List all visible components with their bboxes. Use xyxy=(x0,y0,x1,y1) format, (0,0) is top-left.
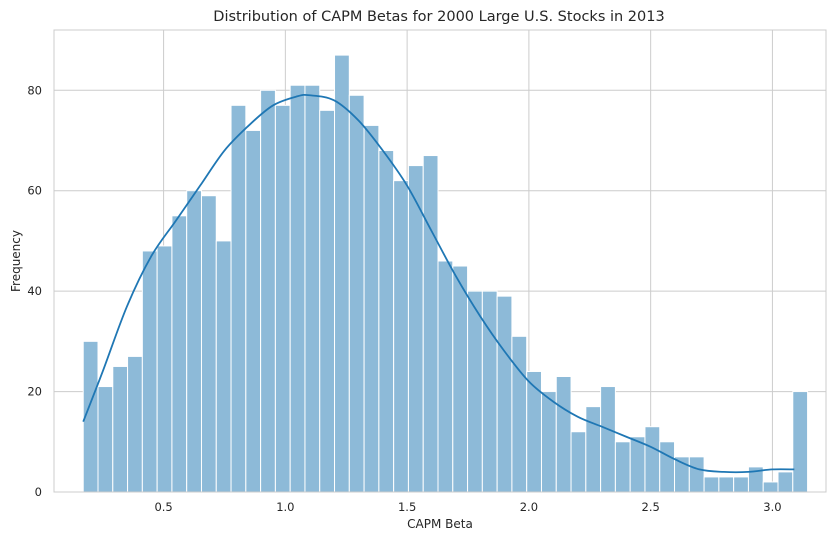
histogram-bar xyxy=(348,94,365,493)
histogram-bar xyxy=(467,290,483,493)
histogram-bar xyxy=(570,431,587,493)
histogram-bar xyxy=(378,150,395,493)
histogram-bar xyxy=(481,290,498,493)
histogram-bar xyxy=(792,391,809,493)
histogram-bar xyxy=(393,180,409,493)
histogram-bar xyxy=(97,386,114,493)
x-tick-label: 1.5 xyxy=(398,500,416,514)
histogram-bar xyxy=(334,54,350,493)
chart-title: Distribution of CAPM Betas for 2000 Larg… xyxy=(213,9,664,25)
x-tick-label: 1.0 xyxy=(276,500,294,514)
histogram-bar xyxy=(629,436,646,493)
histogram-bar xyxy=(644,426,661,493)
histogram-bar xyxy=(186,190,202,493)
histogram-bar xyxy=(437,260,454,493)
histogram-bar xyxy=(363,124,380,493)
histogram-bar xyxy=(526,370,542,493)
histogram-bar xyxy=(600,386,616,493)
histogram-bar xyxy=(718,476,735,493)
x-axis-ticks: 0.5 1.0 1.5 2.0 2.5 3.0 xyxy=(154,500,781,514)
histogram-bar xyxy=(407,165,424,493)
y-tick-label: 80 xyxy=(27,83,42,97)
x-tick-label: 2.0 xyxy=(520,500,538,514)
x-axis-label: CAPM Beta xyxy=(407,517,473,531)
histogram-bar xyxy=(230,104,247,493)
histogram-bar xyxy=(127,355,143,493)
y-tick-label: 0 xyxy=(35,485,42,499)
histogram-bar xyxy=(274,104,291,493)
kde-curve xyxy=(82,93,795,474)
histogram-bar xyxy=(777,471,794,493)
x-tick-label: 3.0 xyxy=(763,500,781,514)
histogram-bar xyxy=(112,365,129,493)
x-tick-label: 2.5 xyxy=(642,500,660,514)
x-tick-label: 0.5 xyxy=(154,500,172,514)
histogram-bar xyxy=(289,84,306,493)
histogram-bar xyxy=(703,476,720,493)
histogram-bar xyxy=(540,391,557,493)
histogram-bar xyxy=(659,441,676,493)
histogram-bar xyxy=(496,295,513,493)
y-axis-label: Frequency xyxy=(9,230,23,292)
histogram-bar xyxy=(422,155,439,493)
histogram-bar xyxy=(200,195,217,493)
histogram-bar xyxy=(585,406,602,493)
histogram-bar xyxy=(762,481,779,493)
histogram-bar xyxy=(688,456,705,493)
histogram-bars xyxy=(82,54,809,493)
histogram-bar xyxy=(304,84,321,493)
y-tick-label: 40 xyxy=(27,284,42,298)
histogram-bar xyxy=(733,476,749,493)
histogram-bar xyxy=(555,376,572,493)
histogram-bar xyxy=(614,441,631,493)
plot-frame xyxy=(53,29,827,493)
histogram-bar xyxy=(171,215,188,493)
histogram-bar xyxy=(319,109,336,493)
histogram-bar xyxy=(156,245,173,493)
y-tick-label: 60 xyxy=(27,184,42,198)
histogram-bar xyxy=(245,129,262,493)
y-tick-label: 20 xyxy=(27,385,42,399)
histogram-bar xyxy=(260,89,276,493)
histogram-bar xyxy=(141,250,158,493)
histogram-bar xyxy=(215,240,232,493)
y-axis-ticks: 0 20 40 60 80 xyxy=(27,83,42,499)
histogram-bar xyxy=(511,335,528,493)
histogram-bar xyxy=(452,265,469,493)
